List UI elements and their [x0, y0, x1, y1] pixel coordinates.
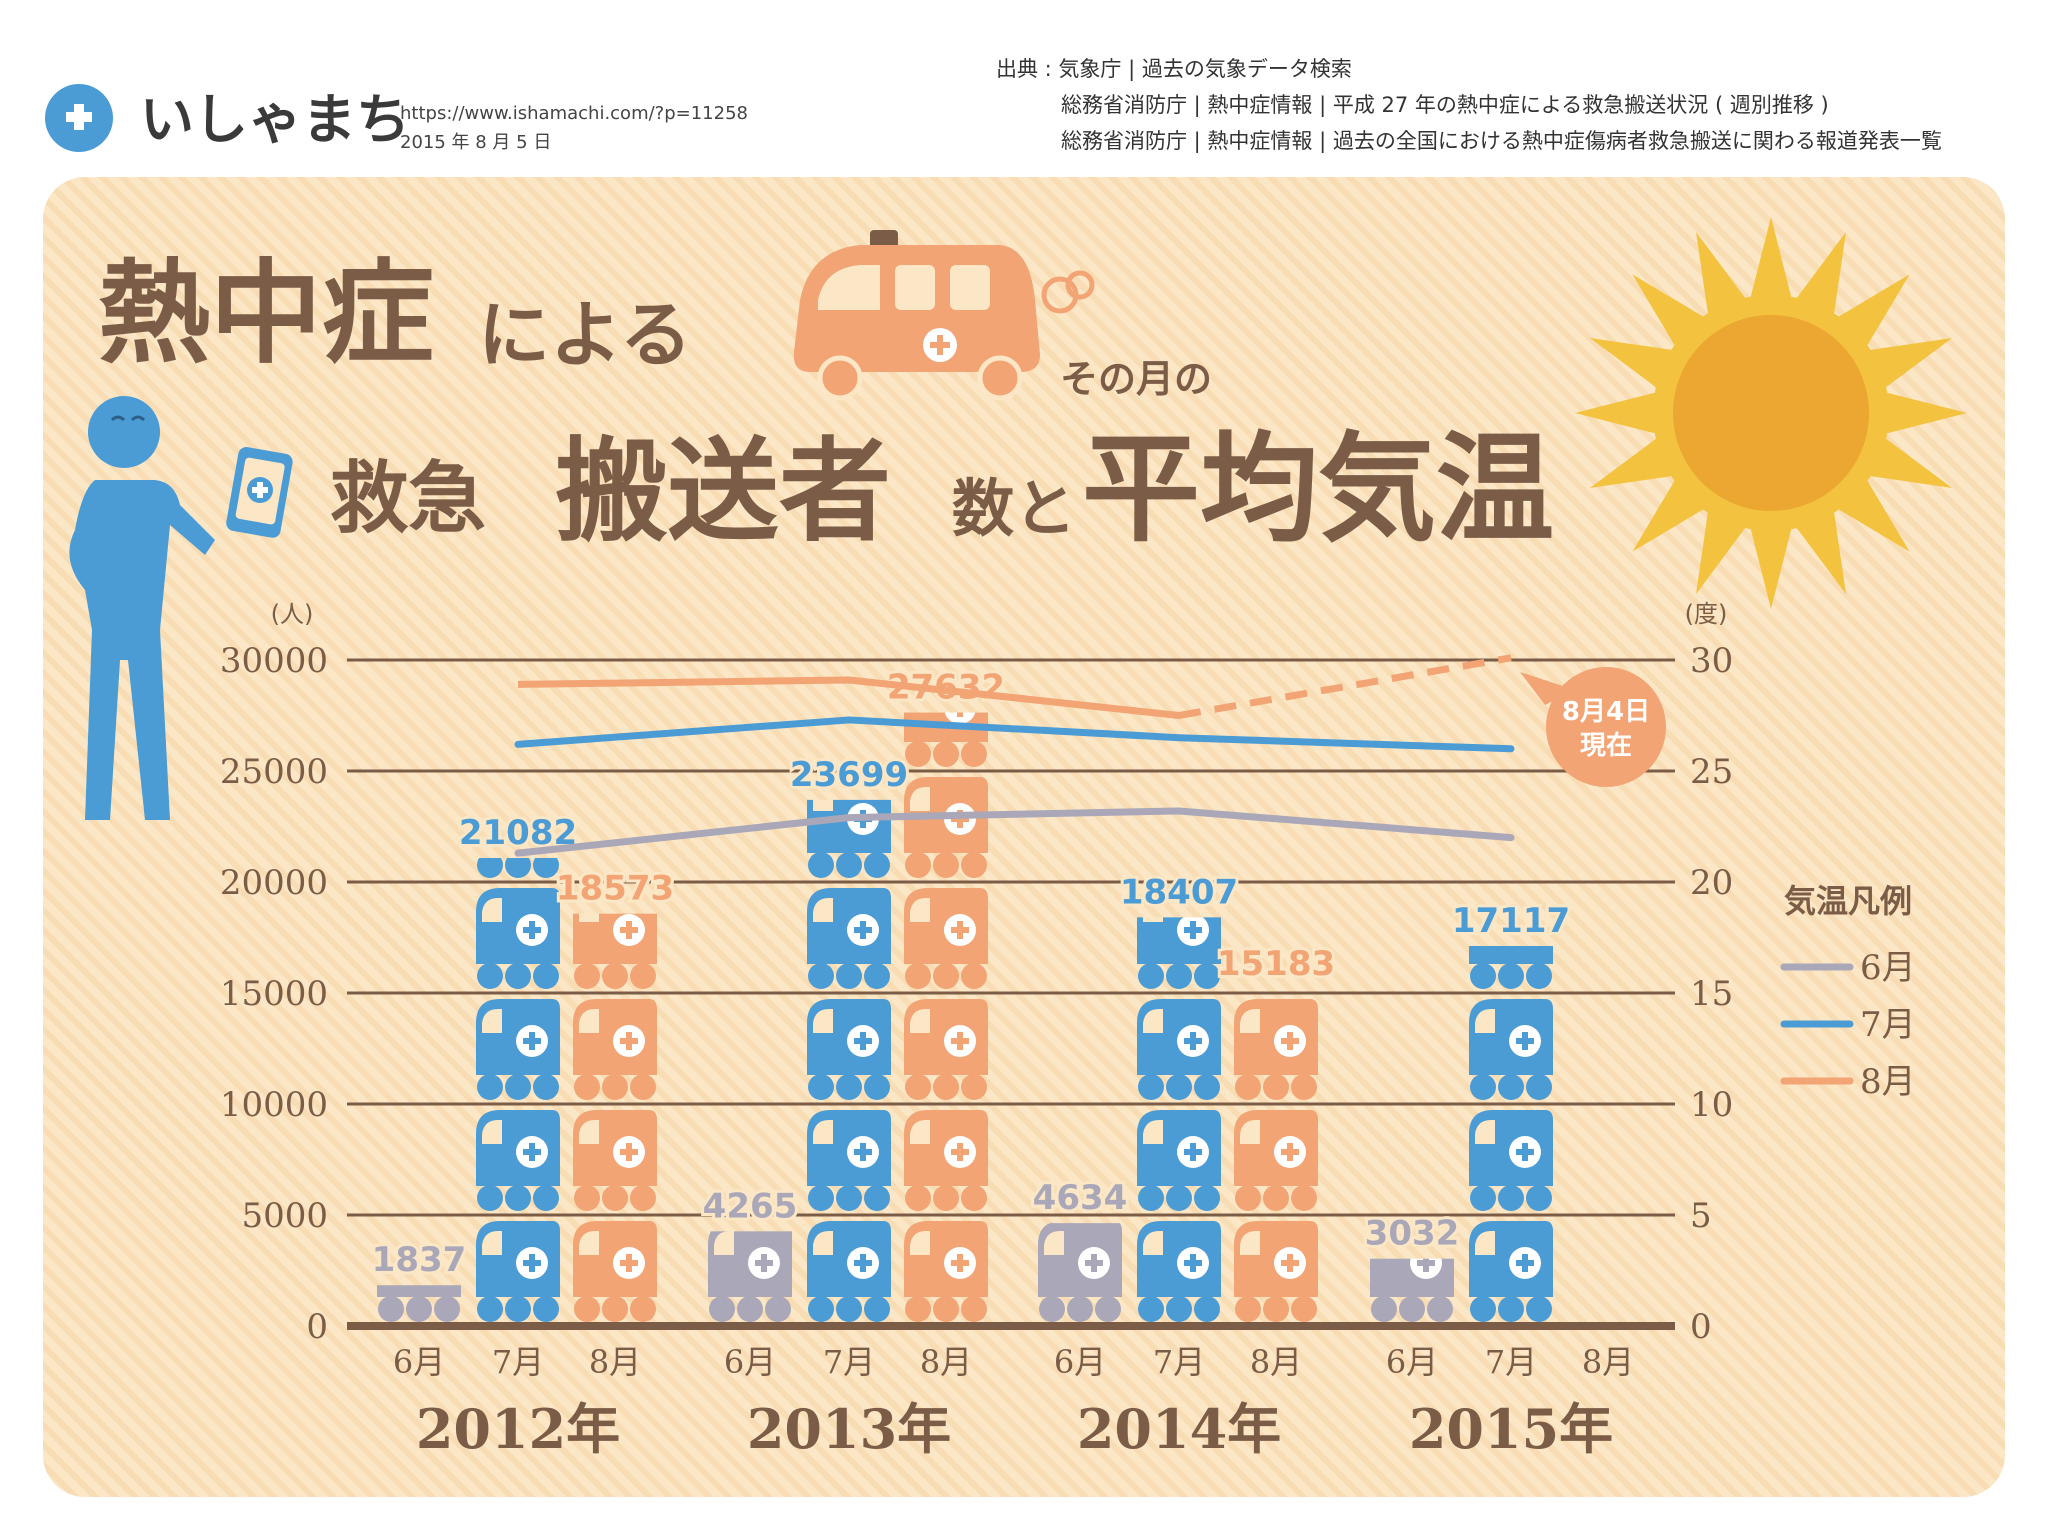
bar — [900, 712, 992, 1326]
x-group-label: 2013年 — [747, 1397, 951, 1461]
x-tick-label: 8月 — [1250, 1343, 1302, 1381]
x-tick-label: 8月 — [1582, 1343, 1634, 1381]
date: 2015 年 8 月 5 日 — [400, 132, 551, 153]
title: 熱中症 — [98, 249, 434, 379]
data-label: 1837 — [372, 1240, 467, 1280]
bar — [704, 1231, 796, 1326]
annotation-text: 現在 — [1580, 731, 1632, 761]
bar — [569, 913, 661, 1326]
x-tick-label: 6月 — [1386, 1343, 1438, 1381]
annotation-text: 8月4日 — [1562, 697, 1650, 727]
url: https://www.ishamachi.com/?p=11258 — [400, 103, 748, 124]
data-label: 3032 — [1365, 1214, 1460, 1254]
data-label: 18407 — [1120, 872, 1238, 912]
title: 救急 — [330, 454, 486, 544]
bar — [1230, 988, 1322, 1326]
x-tick-label: 7月 — [823, 1343, 875, 1381]
y-tick-label: 15000 — [220, 974, 328, 1014]
x-tick-label: 8月 — [920, 1343, 972, 1381]
x-group-label: 2014年 — [1077, 1397, 1281, 1461]
data-label: 18573 — [556, 869, 674, 909]
annotation-bubble — [1546, 667, 1666, 787]
legend-label: 8月 — [1860, 1062, 1916, 1102]
source: 総務省消防庁 | 熱中症情報 | 過去の全国における熱中症傷病者救急搬送に関わる… — [1061, 129, 1942, 154]
temperature-line — [517, 654, 1512, 719]
source: 総務省消防庁 | 熱中症情報 | 平成 27 年の熱中症による救急搬送状況 ( … — [1061, 93, 1829, 118]
logo-text: いしゃまち — [140, 88, 410, 151]
bar — [1034, 1223, 1126, 1326]
x-tick-label: 6月 — [1054, 1343, 1106, 1381]
bar — [472, 857, 564, 1326]
bar — [803, 799, 895, 1326]
data-label: 15183 — [1217, 944, 1335, 984]
x-tick-label: 7月 — [1153, 1343, 1205, 1381]
bar — [1366, 1258, 1458, 1326]
x-tick-label: 7月 — [492, 1343, 544, 1381]
title: による — [478, 293, 692, 377]
data-label: 17117 — [1452, 901, 1570, 941]
y-tick-label: 20000 — [220, 863, 328, 903]
x-group-label: 2015年 — [1409, 1397, 1613, 1461]
y2-tick-label: 20 — [1690, 863, 1733, 903]
x-group-label: 2012年 — [416, 1397, 620, 1461]
y2-tick-label: 15 — [1690, 974, 1733, 1014]
y-tick-label: 10000 — [220, 1085, 328, 1125]
data-label: 4265 — [703, 1186, 798, 1226]
person-illustration — [69, 396, 293, 820]
y2-tick-label: 30 — [1690, 641, 1733, 681]
y2-tick-label: 0 — [1690, 1307, 1712, 1347]
x-tick-label: 8月 — [589, 1343, 641, 1381]
y2-axis-label: (度) — [1685, 600, 1728, 628]
legend-label: 7月 — [1860, 1005, 1916, 1045]
title: 数と — [952, 472, 1076, 545]
bar — [1133, 917, 1225, 1326]
sun-core — [1673, 315, 1869, 511]
title: 平均気温 — [1082, 420, 1554, 558]
data-label: 23699 — [790, 755, 908, 795]
y-tick-label: 30000 — [220, 641, 328, 681]
temperature-line — [514, 807, 1515, 857]
temperature-line — [514, 716, 1515, 753]
source: 出典 : 気象庁 | 過去の気象データ検索 — [996, 57, 1352, 82]
bar — [373, 1285, 465, 1326]
y2-tick-label: 25 — [1690, 752, 1733, 792]
x-tick-label: 6月 — [393, 1343, 445, 1381]
sun-illustration — [1575, 217, 1967, 609]
legend-title: 気温凡例 — [1784, 882, 1912, 920]
x-tick-label: 7月 — [1485, 1343, 1537, 1381]
legend-label: 6月 — [1860, 948, 1916, 988]
y-tick-label: 25000 — [220, 752, 328, 792]
bar — [1465, 946, 1557, 1326]
y-tick-label: 5000 — [241, 1196, 328, 1236]
chart: (人) (度) 0 5000 10000 15000 20000 25000 30000 0 5 10… — [220, 600, 1916, 1461]
logo: いしゃまち — [45, 84, 410, 152]
title: その月の — [1060, 357, 1212, 401]
title: 搬送者 — [555, 427, 891, 557]
x-tick-label: 6月 — [724, 1343, 776, 1381]
y2-tick-label: 5 — [1690, 1196, 1712, 1236]
ambulance-illustration — [793, 230, 1095, 401]
data-label: 4634 — [1033, 1178, 1128, 1218]
y-axis-label: (人) — [271, 600, 314, 628]
y2-tick-label: 10 — [1690, 1085, 1733, 1125]
y-tick-label: 0 — [306, 1307, 328, 1347]
